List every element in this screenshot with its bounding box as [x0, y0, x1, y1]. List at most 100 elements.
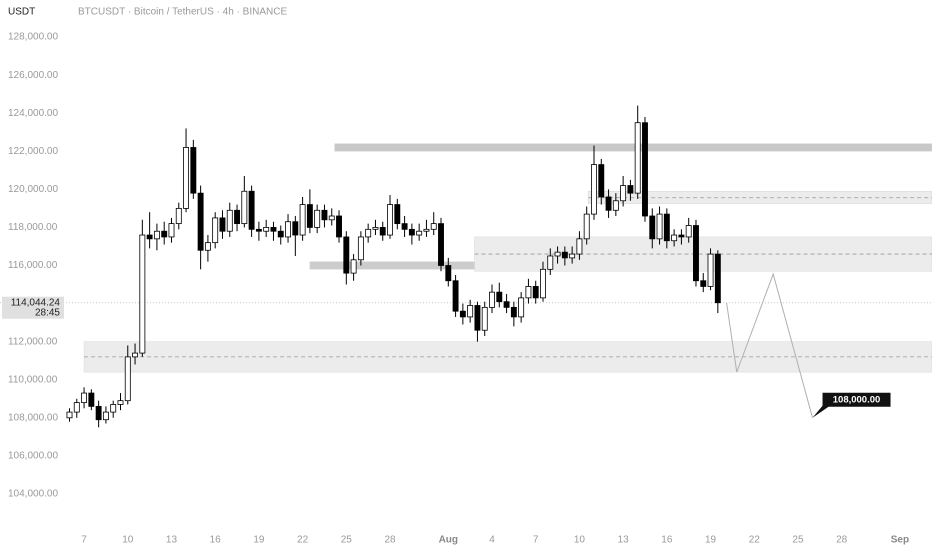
candle-body [554, 251, 561, 257]
candle-body [81, 392, 88, 403]
candle-body [714, 253, 721, 304]
x-tick-label: 19 [705, 535, 717, 546]
candle-body [270, 227, 277, 232]
candle-body [95, 405, 102, 421]
y-tick-label: 116,000.00 [8, 260, 58, 271]
candle-body [146, 234, 153, 240]
candle-body [416, 230, 423, 236]
candle-body [219, 217, 226, 232]
candle-body [190, 147, 197, 194]
candle-body [423, 228, 430, 232]
x-tick-label: 13 [618, 535, 630, 546]
candle-body [620, 185, 627, 202]
x-tick-label: 7 [533, 535, 539, 546]
candle-body [387, 204, 393, 236]
candle-body [474, 305, 481, 331]
candle-body [168, 223, 175, 238]
candle-body [532, 286, 539, 299]
candle-body [700, 280, 707, 287]
candle-body [459, 310, 466, 318]
last-price-box [2, 296, 64, 319]
y-tick-label: 106,000.00 [8, 451, 58, 462]
candle-body [569, 253, 576, 259]
y-tick-label: 110,000.00 [8, 374, 58, 385]
candle-body [510, 306, 517, 318]
candle-body [540, 268, 546, 299]
candle-body [175, 207, 182, 225]
candle-body [671, 234, 678, 242]
candle-body [656, 213, 663, 240]
candle-body [212, 217, 219, 244]
x-tick-label: 28 [384, 535, 396, 546]
candle-body [88, 392, 95, 407]
candle-body [707, 253, 714, 287]
candle-body [627, 185, 634, 194]
candle-body [605, 196, 612, 211]
chart-title: BTCUSDT · Bitcoin / TetherUS · 4h · BINA… [78, 7, 287, 18]
candle-body [357, 236, 364, 261]
candle-body [503, 301, 510, 308]
candle-body [350, 259, 357, 274]
candle-body [314, 209, 321, 228]
candle-body [401, 223, 408, 230]
x-tick-label: 16 [210, 535, 222, 546]
x-tick-label: 16 [661, 535, 673, 546]
candle-body [583, 213, 590, 240]
x-tick-label: 25 [792, 535, 804, 546]
x-tick-label: 22 [297, 535, 309, 546]
countdown-label: 28:45 [35, 307, 60, 318]
last-price-label: 114,044.24 [11, 297, 61, 308]
x-tick-label: 10 [122, 535, 134, 546]
candle-body [66, 411, 73, 419]
x-tick-label: 10 [574, 535, 586, 546]
candle-body [197, 192, 204, 251]
candle-body [561, 251, 568, 259]
x-tick-label: Sep [891, 535, 909, 546]
candle-body [394, 204, 401, 225]
candle-body [321, 209, 328, 221]
candle-body [365, 228, 372, 238]
y-tick-label: 124,000.00 [8, 108, 58, 119]
x-tick-label: 13 [166, 535, 178, 546]
candle-body [438, 223, 444, 266]
x-tick-label: 4 [489, 535, 495, 546]
candle-body [489, 291, 495, 308]
candle-body [161, 230, 168, 238]
candle-body [525, 286, 532, 299]
candle-body [598, 164, 605, 198]
candle-body [73, 402, 80, 413]
candle-body [408, 228, 415, 236]
candle-body [591, 164, 597, 215]
candle-body [132, 352, 139, 358]
candle-body [117, 400, 124, 405]
projection-label: 108,000.00 [833, 394, 881, 405]
candle-body [336, 215, 342, 238]
candle-body [153, 230, 160, 240]
candle-body [445, 265, 452, 282]
y-tick-label: 108,000.00 [8, 412, 58, 423]
x-tick-label: Aug [439, 535, 458, 546]
candle-body [518, 297, 525, 318]
candle-body [649, 215, 656, 240]
y-tick-label: 128,000.00 [8, 32, 58, 43]
y-tick-label: 120,000.00 [8, 184, 58, 195]
candle-body [467, 305, 474, 318]
x-tick-label: 7 [81, 535, 87, 546]
candle-body [430, 223, 437, 230]
candle-body [642, 122, 648, 217]
symbol: USDT [8, 7, 35, 18]
y-tick-label: 118,000.00 [8, 222, 58, 233]
candle-body [328, 215, 335, 221]
candle-body [277, 230, 284, 238]
candle-body [248, 190, 255, 230]
candle-body [576, 238, 583, 255]
candle-body [263, 227, 270, 232]
candle-body [634, 122, 641, 194]
y-tick-label: 112,000.00 [8, 336, 58, 347]
y-tick-label: 126,000.00 [8, 70, 58, 81]
x-tick-label: 22 [749, 535, 761, 546]
candle-body [226, 209, 233, 232]
projection-label-box [812, 392, 891, 418]
